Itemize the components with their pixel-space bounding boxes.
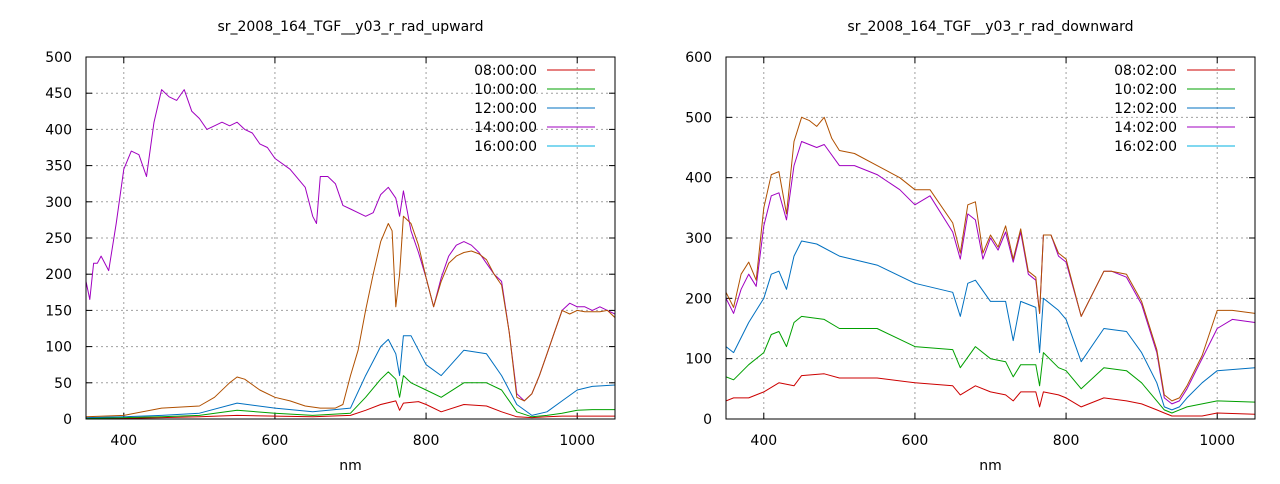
y-tick-label: 400 [45, 122, 72, 138]
legend-label: 16:02:00 [1114, 139, 1177, 155]
chart-title: sr_2008_164_TGF__y03_r_rad_downward [847, 19, 1133, 35]
legend-label: 10:02:00 [1114, 82, 1177, 98]
legend-label: 08:02:00 [1114, 63, 1177, 79]
series-line-4 [86, 89, 615, 402]
y-tick-label: 100 [45, 340, 72, 356]
y-tick-label: 50 [54, 376, 72, 392]
x-tick-label: 1000 [559, 433, 595, 449]
legend-label: 12:00:00 [474, 101, 537, 117]
series-line-2 [86, 371, 615, 419]
x-axis-label: nm [339, 458, 362, 474]
x-axis-label: nm [979, 458, 1002, 474]
y-tick-label: 100 [685, 352, 712, 368]
legend-label: 10:00:00 [474, 82, 537, 98]
series-line-6 [86, 215, 615, 418]
chart-1: 400 600 800 1000 0 50 100 150 200 250 300 350 400 450… [45, 19, 616, 474]
legend-label: 12:02:00 [1114, 101, 1177, 117]
x-tick-label: 400 [750, 433, 777, 449]
y-tick-label: 300 [685, 231, 712, 247]
y-tick-label: 0 [63, 412, 72, 428]
x-tick-label: 800 [413, 433, 440, 449]
legend-label: 14:00:00 [474, 120, 537, 136]
y-tick-label: 350 [45, 159, 72, 175]
y-tick-label: 250 [45, 231, 72, 247]
y-tick-label: 450 [45, 86, 72, 102]
y-tick-label: 150 [45, 303, 72, 319]
y-tick-label: 400 [685, 171, 712, 187]
series-line-1 [726, 373, 1255, 417]
x-tick-label: 600 [262, 433, 289, 449]
y-tick-label: 200 [45, 267, 72, 283]
y-tick-label: 200 [685, 291, 712, 307]
series-line-3 [86, 335, 615, 419]
series-line-4 [726, 141, 1255, 405]
series-line-2 [726, 315, 1255, 414]
plot-frame [85, 56, 616, 420]
x-tick-label: 600 [902, 433, 929, 449]
series-group [726, 116, 1255, 419]
legend: 08:00:00 10:00:00 12:00:00 14:00:00 16:00:00 [474, 63, 595, 155]
chart-title: sr_2008_164_TGF__y03_r_rad_upward [217, 19, 483, 35]
legend-label: 16:00:00 [474, 139, 537, 155]
x-tick-label: 400 [110, 433, 137, 449]
x-tick-label: 1000 [1199, 433, 1235, 449]
legend-label: 08:00:00 [474, 63, 537, 79]
x-tick-label: 800 [1053, 433, 1080, 449]
series-line-6 [726, 116, 1255, 402]
y-tick-label: 300 [45, 195, 72, 211]
y-tick-label: 0 [703, 412, 712, 428]
legend-label: 14:02:00 [1114, 120, 1177, 136]
legend: 08:02:00 10:02:00 12:02:00 14:02:00 16:02:00 [1114, 63, 1235, 155]
chart-2: 400 600 800 1000 0 100 200 300 400 500 600 sr_2008_… [685, 19, 1256, 474]
series-line-1 [86, 400, 615, 419]
y-tick-label: 500 [45, 50, 72, 66]
series-line-3 [726, 240, 1255, 411]
y-tick-label: 500 [685, 110, 712, 126]
plot-frame [725, 56, 1256, 420]
y-tick-label: 600 [685, 50, 712, 66]
series-group [86, 89, 615, 419]
